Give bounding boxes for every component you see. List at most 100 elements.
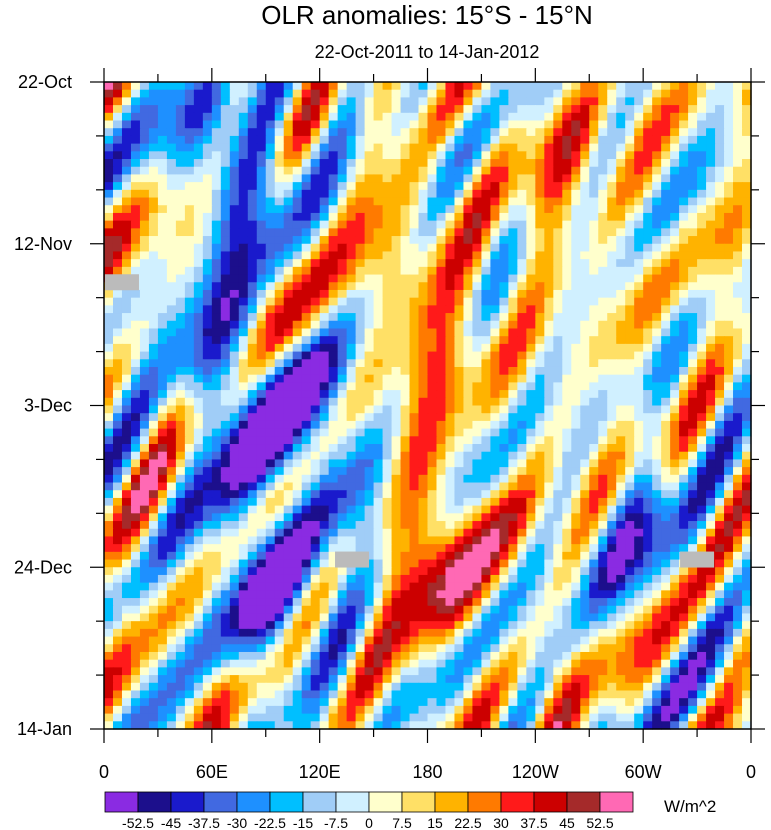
heatmap-cell	[166, 590, 177, 599]
heatmap-cell	[409, 159, 420, 168]
heatmap-cell	[139, 105, 150, 114]
heatmap-cell	[184, 197, 195, 206]
heatmap-cell	[715, 305, 725, 314]
heatmap-cell	[724, 228, 734, 237]
heatmap-cell	[238, 274, 249, 283]
heatmap-cell	[337, 467, 348, 476]
heatmap-cell	[661, 590, 671, 599]
heatmap-cell	[301, 551, 312, 561]
heatmap-cell	[490, 189, 500, 199]
heatmap-cell	[508, 143, 518, 152]
heatmap-cell	[148, 536, 159, 545]
heatmap-cell	[202, 374, 213, 383]
heatmap-cell	[139, 251, 150, 260]
heatmap-cell	[121, 428, 132, 437]
heatmap-cell	[292, 120, 303, 129]
heatmap-cell	[436, 212, 447, 222]
heatmap-cell	[472, 574, 483, 584]
heatmap-cell	[283, 205, 294, 214]
heatmap-cell	[706, 497, 716, 507]
heatmap-cell	[670, 544, 680, 553]
heatmap-cell	[616, 444, 626, 453]
heatmap-cell	[742, 166, 752, 176]
heatmap-cell	[283, 135, 294, 145]
heatmap-cell	[706, 528, 716, 538]
heatmap-cell	[643, 328, 653, 337]
heatmap-cell	[112, 212, 123, 222]
heatmap-cell	[319, 182, 330, 191]
heatmap-cell	[148, 212, 159, 222]
heatmap-cell	[274, 274, 285, 283]
heatmap-cell	[508, 582, 518, 591]
heatmap-cell	[364, 328, 375, 337]
heatmap-cell	[121, 567, 132, 576]
heatmap-cell	[526, 289, 536, 299]
heatmap-cell	[544, 128, 554, 137]
heatmap-cell	[544, 359, 554, 368]
heatmap-cell	[670, 513, 680, 522]
heatmap-cell	[148, 297, 159, 306]
heatmap-cell	[202, 397, 213, 407]
heatmap-cell	[661, 282, 671, 291]
heatmap-cell	[544, 174, 554, 183]
heatmap-cell	[175, 474, 186, 484]
heatmap-cell	[670, 559, 680, 568]
heatmap-cell	[274, 559, 285, 568]
heatmap-cell	[283, 220, 294, 229]
heatmap-cell	[652, 274, 662, 283]
heatmap-cell	[364, 97, 375, 106]
heatmap-cell	[580, 490, 590, 499]
heatmap-cell	[247, 390, 258, 399]
heatmap-cell	[706, 413, 716, 422]
heatmap-cell	[463, 274, 474, 283]
heatmap-cell	[409, 467, 420, 476]
heatmap-cell	[265, 490, 276, 499]
heatmap-cell	[247, 374, 258, 383]
heatmap-cell	[274, 482, 285, 491]
heatmap-cell	[301, 89, 312, 98]
heatmap-cell	[346, 536, 357, 545]
heatmap-cell	[364, 82, 375, 91]
heatmap-cell	[688, 528, 698, 538]
heatmap-cell	[373, 266, 384, 276]
heatmap-cell	[553, 313, 563, 322]
heatmap-cell	[355, 605, 366, 615]
heatmap-cell	[319, 282, 330, 291]
heatmap-cell	[562, 451, 572, 461]
heatmap-cell	[310, 197, 321, 206]
heatmap-cell	[607, 374, 617, 383]
heatmap-cell	[229, 428, 240, 437]
heatmap-cell	[274, 590, 285, 599]
heatmap-cell	[688, 590, 698, 599]
heatmap-cell	[598, 413, 608, 422]
heatmap-cell	[616, 351, 626, 360]
heatmap-cell	[157, 343, 168, 353]
heatmap-cell	[634, 551, 644, 561]
heatmap-cell	[292, 282, 303, 291]
heatmap-cell	[571, 89, 581, 98]
heatmap-cell	[112, 343, 123, 353]
heatmap-cell	[184, 521, 195, 530]
heatmap-cell	[346, 567, 357, 576]
heatmap-cell	[130, 236, 141, 245]
heatmap-cell	[166, 459, 177, 468]
heatmap-cell	[625, 382, 635, 391]
heatmap-cell	[301, 436, 312, 445]
heatmap-cell	[283, 544, 294, 553]
heatmap-cell	[454, 359, 465, 368]
heatmap-cell	[454, 282, 465, 291]
heatmap-cell	[409, 428, 420, 437]
heatmap-cell	[391, 521, 402, 530]
heatmap-cell	[310, 505, 321, 514]
heatmap-cell	[535, 336, 545, 345]
heatmap-cell	[481, 474, 492, 484]
heatmap-cell	[382, 220, 393, 229]
heatmap-cell	[104, 551, 114, 561]
heatmap-cell	[175, 212, 186, 222]
heatmap-cell	[337, 120, 348, 129]
heatmap-cell	[166, 582, 177, 591]
heatmap-cell	[310, 521, 321, 530]
heatmap-cell	[310, 382, 321, 391]
heatmap-cell	[211, 559, 222, 568]
heatmap-cell	[319, 451, 330, 461]
